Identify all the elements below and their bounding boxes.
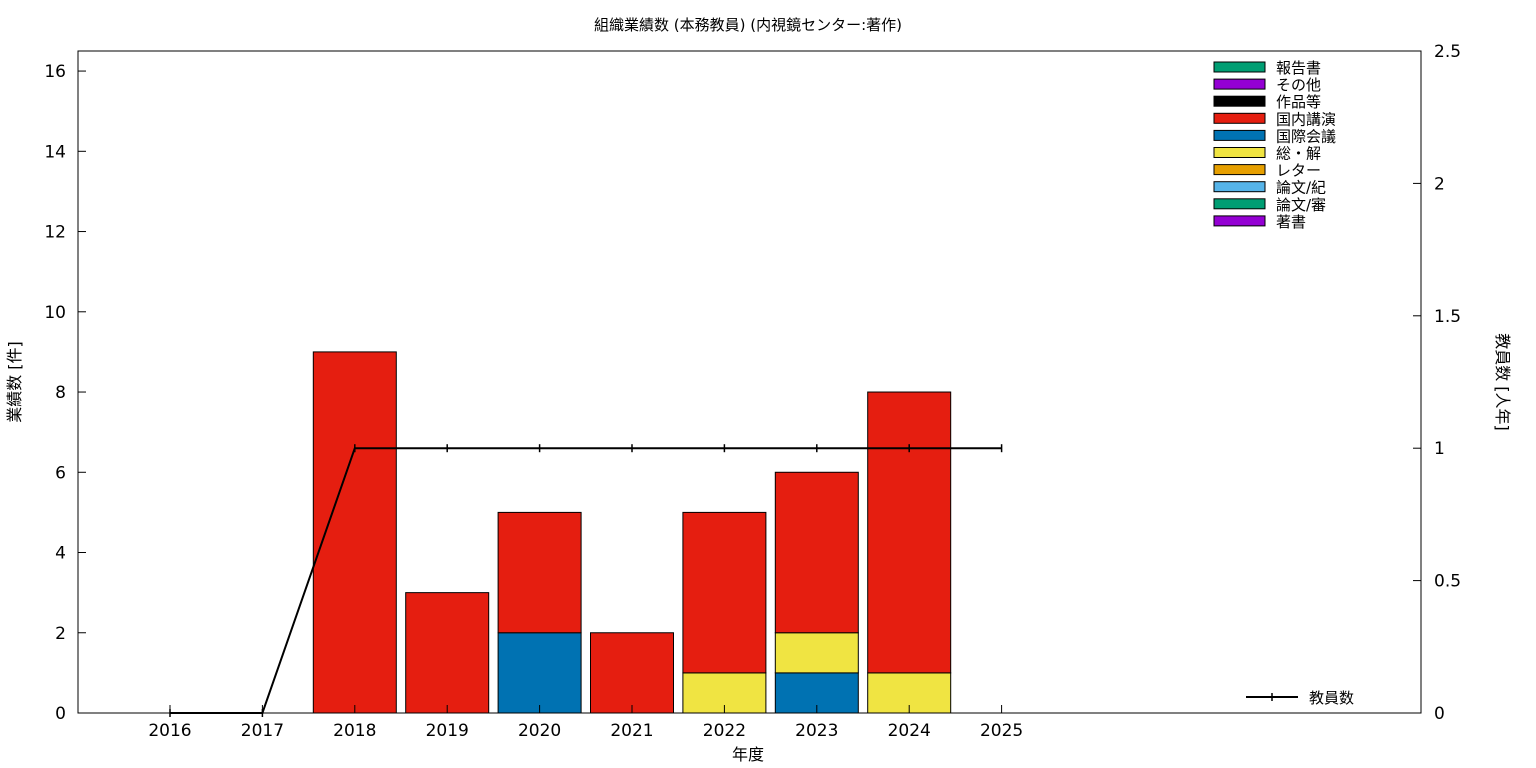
legend-swatch-国内講演 — [1213, 112, 1266, 124]
y2-tick-label: 2.5 — [1434, 42, 1461, 62]
legend-swatch-論文/紀 — [1213, 181, 1266, 193]
y-tick-label: 8 — [55, 383, 66, 403]
legend-swatch-レター — [1213, 164, 1266, 176]
x-tick-label: 2016 — [148, 721, 191, 741]
x-tick-label: 2024 — [888, 721, 931, 741]
legend-label-教員数: 教員数 — [1309, 689, 1354, 707]
x-tick-label: 2025 — [980, 721, 1023, 741]
y2-tick-label: 1 — [1434, 439, 1445, 459]
chart-title: 組織業績数 (本務教員) (内視鏡センター:著作) — [594, 16, 902, 34]
y2-tick-label: 0.5 — [1434, 572, 1461, 592]
legend-label-レター: レター — [1276, 162, 1321, 180]
y2-tick-label: 2 — [1434, 174, 1445, 194]
y-tick-label: 12 — [44, 223, 66, 243]
axes-layer: 0 2 4 6 8 10 12 14 16 0 0.5 1 1.5 2 2.5 2016 2017 2018 201… — [44, 42, 1461, 741]
legend-swatch-報告書 — [1213, 61, 1266, 73]
legend-swatch-作品等 — [1213, 95, 1266, 107]
x-tick-label: 2017 — [241, 721, 284, 741]
line-layer — [169, 444, 1003, 717]
y-tick-label: 14 — [44, 142, 66, 162]
y-tick-label: 2 — [55, 624, 66, 644]
bar-2020-国際会議 — [497, 632, 582, 714]
legend-swatch-その他 — [1213, 78, 1266, 90]
legend-label-論文/審: 論文/審 — [1276, 196, 1326, 214]
y2-tick-label: 1.5 — [1434, 307, 1461, 327]
x-tick-label: 2018 — [333, 721, 376, 741]
bar-2018-国内講演 — [312, 351, 397, 714]
y-axis-label: 業績数 [件] — [5, 341, 24, 423]
x-tick-label: 2022 — [703, 721, 746, 741]
bar-2024-国内講演 — [867, 391, 952, 674]
legend-swatch-著書 — [1213, 215, 1266, 227]
x-tick-label: 2020 — [518, 721, 561, 741]
legend-label-総・解: 総・解 — [1276, 145, 1321, 163]
x-tick-label: 2021 — [610, 721, 653, 741]
bar-2022-国内講演 — [682, 511, 767, 674]
y2-axis-label: 教員数 [人年] — [1493, 333, 1512, 431]
legend-label-論文/紀: 論文/紀 — [1276, 179, 1326, 197]
x-tick-label: 2019 — [426, 721, 469, 741]
legend-label-著書: 著書 — [1276, 213, 1306, 231]
y-tick-label: 0 — [55, 704, 66, 724]
y-tick-label: 6 — [55, 463, 66, 483]
y-tick-label: 10 — [44, 303, 66, 323]
legend-label-国際会議: 国際会議 — [1276, 127, 1336, 145]
y-tick-label: 16 — [44, 62, 66, 82]
bar-2023-総・解 — [774, 632, 859, 674]
legend-label-国内講演: 国内講演 — [1276, 110, 1336, 128]
legend-label-作品等: 作品等 — [1276, 93, 1321, 111]
bar-2020-国内講演 — [497, 511, 582, 634]
x-tick-label: 2023 — [795, 721, 838, 741]
plot-frame — [77, 50, 1422, 714]
bar-2019-国内講演 — [405, 592, 490, 714]
legend-swatch-総・解 — [1213, 147, 1266, 158]
bar-2023-国内講演 — [774, 471, 859, 634]
y-tick-label: 4 — [55, 544, 66, 564]
legend-swatch-論文/審 — [1213, 198, 1266, 210]
legend-swatch-国際会議 — [1213, 129, 1266, 141]
y2-tick-label: 0 — [1434, 704, 1445, 724]
bar-2021-国内講演 — [590, 632, 674, 714]
legend-label-その他: その他 — [1276, 76, 1321, 94]
legend-label-報告書: 報告書 — [1276, 59, 1321, 77]
bars-layer — [312, 351, 952, 714]
line-教員数 — [170, 447, 1002, 714]
x-axis-label: 年度 — [732, 745, 764, 764]
